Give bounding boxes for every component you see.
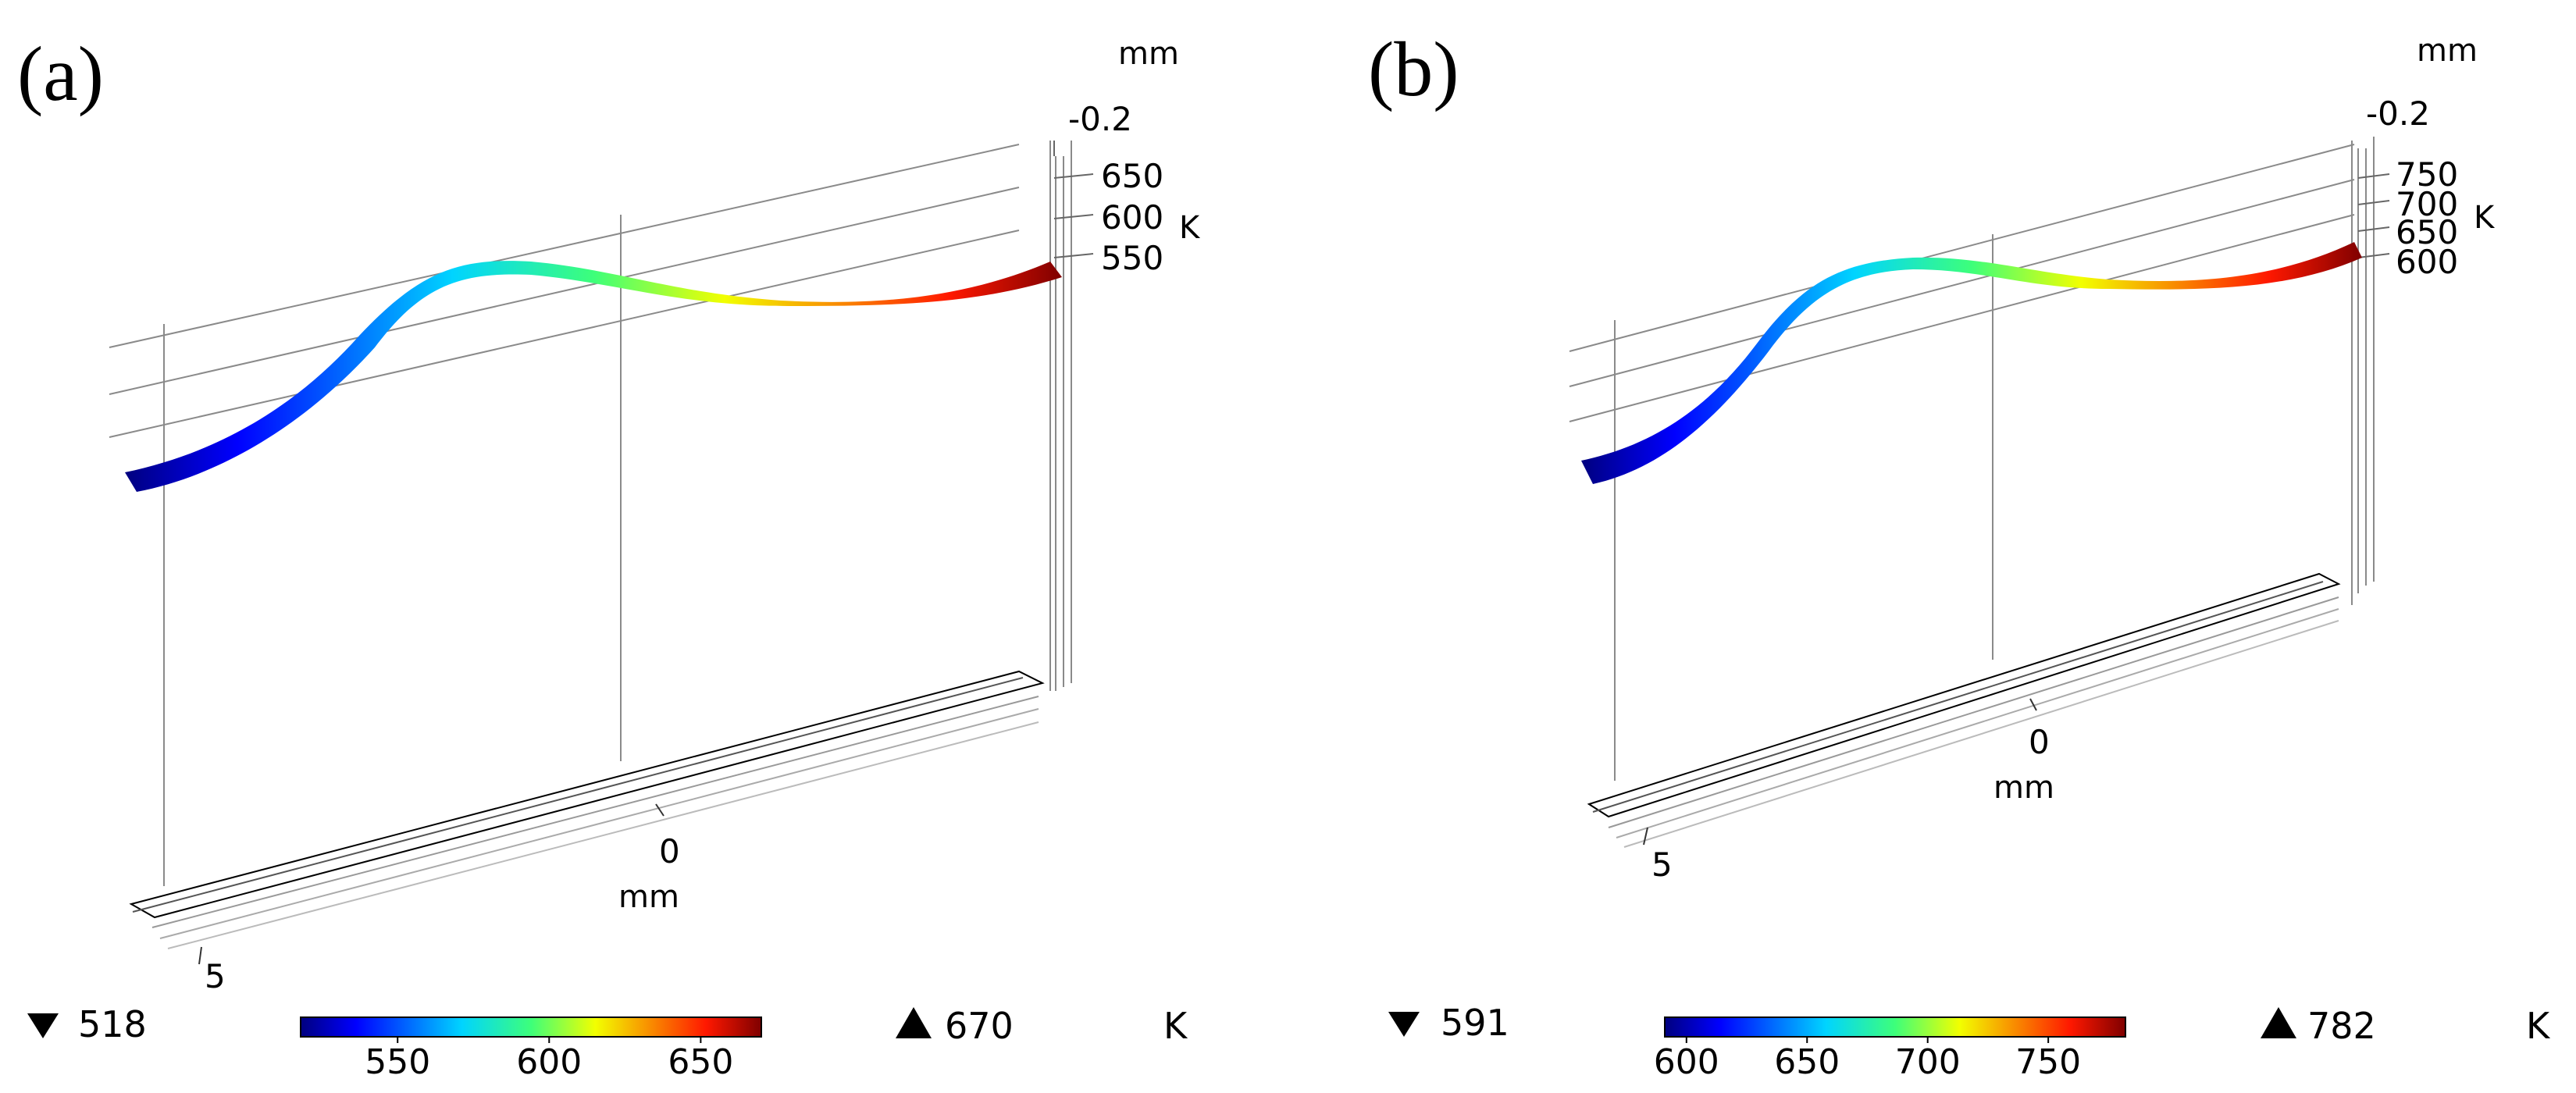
panel-b-base [1587, 572, 2341, 848]
panel-b-min-marker [1388, 1012, 1420, 1037]
panel-a-colorbar-unit: K [1163, 1005, 1188, 1047]
panel-b-z-tick-650: 650 [2396, 213, 2458, 251]
panel-a-cb-tick-600: 600 [516, 1042, 582, 1082]
panel-b-z-top-unit: mm [2417, 33, 2478, 69]
panel-a-z-tick-550: 550 [1101, 239, 1163, 277]
panel-a-min-label: 518 [78, 1003, 147, 1045]
panel-a-cb-tick-550: 550 [365, 1042, 430, 1082]
panel-b-x-tick-0: 0 [2029, 723, 2050, 761]
panel-a-z-tick-650: 650 [1101, 157, 1163, 195]
panel-b-max-marker [2261, 1007, 2296, 1038]
panel-a-surface [125, 261, 1062, 492]
panel-a-max-label: 670 [945, 1005, 1014, 1047]
panel-a-base [129, 670, 1045, 965]
panel-b-colorbar-unit: K [2526, 1005, 2551, 1047]
panel-a: (a) [17, 30, 1201, 1082]
panel-b: (b) -0.2 mm [1368, 26, 2551, 1082]
panel-b-zaxis [2357, 173, 2390, 258]
panel-b-grid [1569, 137, 2375, 781]
panel-b-z-tick-700: 700 [2396, 185, 2458, 223]
panel-a-min-marker [27, 1013, 59, 1038]
panel-b-x-unit: mm [1993, 770, 2054, 806]
panel-b-colorbar: 591 600 650 700 750 782 K [1388, 1002, 2551, 1082]
panel-a-colorbar-bar [300, 1016, 762, 1038]
panel-b-colorbar-bar [1664, 1016, 2126, 1038]
panel-a-colorbar: 518 550 600 650 670 K [27, 1003, 1188, 1082]
panel-b-min-label: 591 [1441, 1002, 1509, 1044]
panel-a-z-top-unit: mm [1118, 36, 1179, 72]
panel-a-max-marker [896, 1007, 932, 1038]
panel-b-cb-tick-700: 700 [1895, 1042, 1961, 1082]
panel-a-z-top-label: -0.2 [1068, 100, 1132, 138]
panel-a-grid [109, 141, 1072, 886]
panel-a-label: (a) [17, 30, 104, 117]
panel-a-x-unit: mm [618, 879, 679, 915]
panel-b-cb-tick-600: 600 [1654, 1042, 1719, 1082]
panel-b-z-top-label: -0.2 [2366, 94, 2430, 133]
panel-b-cb-tick-750: 750 [2015, 1042, 2081, 1082]
panel-b-x-tick-5: 5 [1651, 846, 1673, 884]
panel-a-x-tick-0: 0 [659, 832, 680, 870]
panel-a-z-unit: K [1179, 210, 1201, 246]
panel-a-zaxis [1053, 141, 1094, 258]
panel-b-z-tick-750: 750 [2396, 155, 2458, 194]
panel-a-z-tick-600: 600 [1101, 198, 1163, 237]
panel-a-cb-tick-650: 650 [668, 1042, 733, 1082]
panel-b-max-label: 782 [2307, 1005, 2376, 1047]
panel-b-label: (b) [1368, 26, 1459, 112]
panel-b-cb-tick-650: 650 [1774, 1042, 1840, 1082]
panel-a-x-tick-5: 5 [205, 957, 226, 995]
panel-b-z-unit: K [2474, 200, 2496, 236]
panel-b-z-tick-600: 600 [2396, 243, 2458, 281]
panel-b-surface [1581, 242, 2362, 484]
